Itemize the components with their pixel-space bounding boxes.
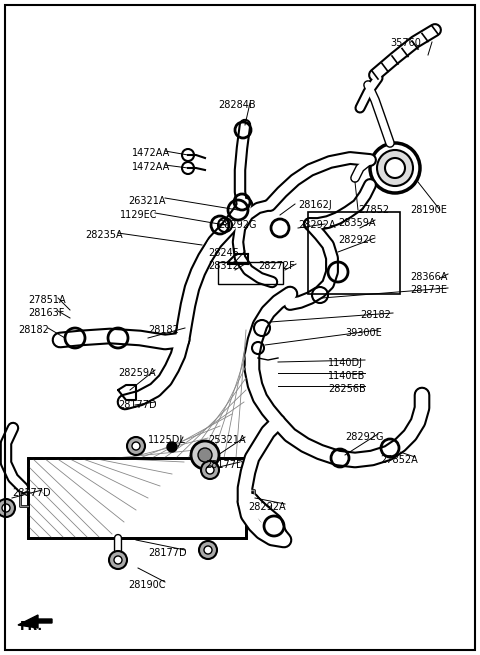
Bar: [218, 262, 283, 284]
Text: 28359A: 28359A: [338, 218, 375, 228]
Text: 28272F: 28272F: [258, 261, 295, 271]
Text: 26321A: 26321A: [128, 196, 166, 206]
Bar: [28, 458, 246, 538]
Text: 27852: 27852: [358, 205, 389, 215]
Circle shape: [377, 150, 413, 186]
Circle shape: [198, 448, 212, 462]
Circle shape: [2, 504, 10, 512]
Text: 28284B: 28284B: [218, 100, 256, 110]
Text: 28292G: 28292G: [345, 432, 384, 442]
Bar: [28, 458, 246, 538]
Text: 28182: 28182: [360, 310, 391, 320]
Text: 27851A: 27851A: [28, 295, 66, 305]
Text: 28312: 28312: [208, 261, 239, 271]
Text: 28292C: 28292C: [338, 235, 376, 245]
Text: 35760: 35760: [390, 38, 421, 48]
Text: 28292A: 28292A: [298, 220, 336, 230]
Text: 28162J: 28162J: [298, 200, 332, 210]
Text: 28259A: 28259A: [118, 368, 156, 378]
Text: 25321A: 25321A: [208, 435, 246, 445]
Text: 28182: 28182: [18, 325, 49, 335]
Text: 28366A: 28366A: [410, 272, 447, 282]
Text: 28245: 28245: [208, 248, 239, 258]
Text: 28292A: 28292A: [248, 502, 286, 512]
Text: 28235A: 28235A: [85, 230, 122, 240]
Text: 1140EB: 1140EB: [328, 371, 365, 381]
Circle shape: [127, 437, 145, 455]
Text: 28256B: 28256B: [328, 384, 366, 394]
Text: 39300E: 39300E: [345, 328, 382, 338]
Text: 28177D: 28177D: [12, 488, 50, 498]
Text: 1472AA: 1472AA: [132, 148, 170, 158]
Text: 28182: 28182: [148, 325, 179, 335]
Bar: [308, 212, 400, 294]
Text: 28190C: 28190C: [128, 580, 166, 590]
Circle shape: [206, 466, 214, 474]
Text: 1140DJ: 1140DJ: [328, 358, 363, 368]
Text: 28292G: 28292G: [218, 220, 256, 230]
Circle shape: [204, 546, 212, 554]
Circle shape: [0, 499, 15, 517]
Circle shape: [199, 541, 217, 559]
Text: 1472AA: 1472AA: [132, 162, 170, 172]
Circle shape: [132, 442, 140, 450]
Circle shape: [167, 442, 177, 452]
Text: 28190E: 28190E: [410, 205, 447, 215]
Text: 28163F: 28163F: [28, 308, 64, 318]
Text: 28177D: 28177D: [205, 460, 244, 470]
Text: 1129EC: 1129EC: [120, 210, 157, 220]
Text: 28177D: 28177D: [118, 400, 156, 410]
Circle shape: [201, 461, 219, 479]
Text: 27852A: 27852A: [380, 455, 418, 465]
Circle shape: [385, 158, 405, 178]
Circle shape: [109, 551, 127, 569]
Circle shape: [191, 441, 219, 469]
Text: 28177D: 28177D: [148, 548, 187, 558]
Polygon shape: [18, 615, 52, 628]
Text: 1125DL: 1125DL: [148, 435, 186, 445]
Text: 28173E: 28173E: [410, 285, 447, 295]
Text: FR.: FR.: [20, 620, 43, 633]
Circle shape: [114, 556, 122, 564]
